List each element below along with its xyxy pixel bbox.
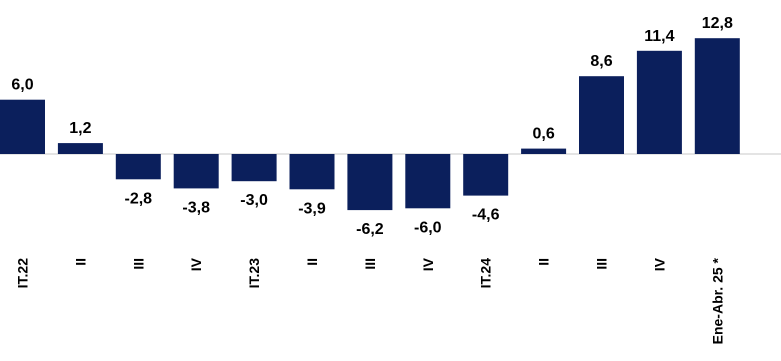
category-labels-group: IT.22 II III IV IT.23 II III IV IT.24 II III IV Ene-… — [15, 257, 726, 344]
bars-group — [0, 38, 740, 211]
category-label-11: III — [594, 258, 610, 270]
value-label-11: 8,6 — [590, 53, 612, 70]
bar-3 — [115, 154, 161, 180]
bar-12 — [636, 50, 682, 154]
bar-9 — [463, 154, 509, 196]
bar-4 — [173, 154, 219, 189]
category-label-7: III — [362, 258, 378, 270]
value-label-12: 11,4 — [644, 28, 674, 45]
category-label-12: IV — [651, 257, 667, 271]
bar-6 — [289, 154, 335, 190]
value-label-6: -3,9 — [298, 200, 326, 217]
category-label-13: Ene-Abr. 25 * — [709, 257, 725, 344]
bar-11 — [579, 76, 624, 154]
bar-1 — [0, 99, 45, 154]
category-label-1: IT.22 — [15, 258, 31, 289]
bar-5 — [231, 154, 277, 182]
value-label-1: 6,0 — [11, 77, 33, 94]
category-label-2: II — [72, 258, 88, 266]
category-label-3: III — [130, 258, 146, 270]
value-labels-group: 6,0 1,2 -2,8 -3,8 -3,0 -3,9 -6,2 -6,0 -4,6 0,6 8,6… — [11, 15, 733, 238]
category-label-10: II — [536, 258, 552, 266]
value-label-10: 0,6 — [532, 126, 554, 143]
category-label-5: IT.23 — [246, 258, 262, 289]
bar-8 — [405, 154, 451, 209]
value-label-13: 12,8 — [702, 15, 733, 32]
category-label-8: IV — [420, 257, 436, 271]
bar-7 — [347, 154, 393, 211]
category-label-9: IT.24 — [478, 258, 494, 289]
value-label-9: -4,6 — [472, 207, 500, 224]
category-label-6: II — [304, 258, 320, 266]
bar-10 — [521, 148, 567, 154]
bar-2 — [57, 143, 103, 154]
value-label-3: -2,8 — [125, 190, 153, 207]
value-label-8: -6,0 — [414, 219, 442, 236]
value-label-5: -3,0 — [240, 192, 268, 209]
value-label-2: 1,2 — [69, 120, 91, 137]
value-label-7: -6,2 — [356, 221, 384, 238]
category-label-4: IV — [188, 257, 204, 271]
value-label-4: -3,8 — [182, 199, 210, 216]
bar-13 — [694, 38, 740, 155]
